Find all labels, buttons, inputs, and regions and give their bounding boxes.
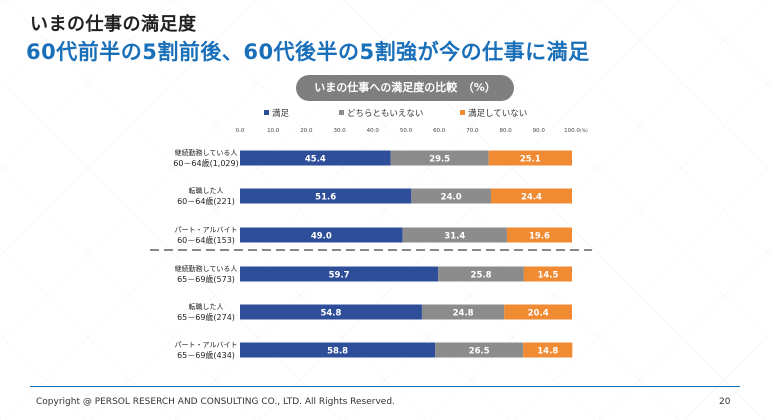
tick-label-8: 80.0 xyxy=(499,128,512,134)
data-label-2-1: 31.4 xyxy=(444,232,465,242)
data-label-4-2: 20.4 xyxy=(528,309,549,319)
tick-label-6: 60.0 xyxy=(433,128,446,134)
category-label-0-0: 継続勤務している人 xyxy=(175,148,238,157)
tick-label-7: 70.0 xyxy=(466,128,479,134)
bar-4-1 xyxy=(421,304,505,320)
legend-label-0: 満足 xyxy=(272,109,290,119)
legend-swatch-2 xyxy=(460,110,465,115)
data-label-3-1: 25.8 xyxy=(471,271,492,281)
chart-title-pill: いまの仕事への満足度の比較 （%） xyxy=(296,75,514,101)
data-label-2-0: 49.0 xyxy=(311,232,332,242)
bar-1-2 xyxy=(490,188,572,204)
category-label-2-1: 60－64歳(153) xyxy=(177,235,235,245)
category-label-5-1: 65－69歳(434) xyxy=(177,350,235,360)
footer-divider xyxy=(30,386,740,387)
bar-0-0 xyxy=(240,150,391,166)
data-label-4-0: 54.8 xyxy=(320,309,341,319)
category-label-3-0: 継続勤務している人 xyxy=(175,264,238,273)
bar-3-2 xyxy=(523,266,572,282)
data-label-1-0: 51.6 xyxy=(315,193,336,203)
tick-label-1: 10.0 xyxy=(267,128,280,134)
bar-4-2 xyxy=(504,304,572,320)
data-label-3-2: 14.5 xyxy=(537,271,558,281)
bar-5-2 xyxy=(523,342,573,358)
data-label-1-2: 24.4 xyxy=(521,193,542,203)
data-label-2-2: 19.6 xyxy=(529,232,550,242)
axis-unit-label: (%) xyxy=(580,128,588,134)
bar-4-0 xyxy=(240,304,422,320)
data-label-3-0: 59.7 xyxy=(329,271,350,281)
data-label-0-1: 29.5 xyxy=(429,155,450,165)
bar-1-0 xyxy=(240,188,412,204)
data-label-0-0: 45.4 xyxy=(305,155,326,165)
data-label-1-1: 24.0 xyxy=(441,193,462,203)
category-label-1-0: 転職した人 xyxy=(189,186,224,195)
data-label-5-1: 26.5 xyxy=(469,347,490,357)
category-label-3-1: 65－69歳(573) xyxy=(177,274,235,284)
page-subtitle: 60代前半の5割前後、60代後半の5割強が今の仕事に満足 xyxy=(26,40,590,64)
tick-label-3: 30.0 xyxy=(333,128,346,134)
tick-label-0: 0.0 xyxy=(236,128,245,134)
tick-label-2: 20.0 xyxy=(300,128,313,134)
tick-label-5: 50.0 xyxy=(400,128,413,134)
legend-swatch-1 xyxy=(339,110,344,115)
legend-label-1: どちらともいえない xyxy=(347,109,423,119)
category-label-1-1: 60－64歳(221) xyxy=(177,196,235,206)
bar-1-1 xyxy=(411,188,491,204)
data-label-5-2: 14.8 xyxy=(537,347,558,357)
legend-swatch-0 xyxy=(264,110,269,115)
category-label-5-0: パート・アルバイト xyxy=(175,341,238,349)
category-label-2-0: パート・アルバイト xyxy=(175,226,238,234)
tick-label-9: 90.0 xyxy=(533,128,546,134)
bar-3-1 xyxy=(438,266,524,282)
tick-label-10: 100.0 xyxy=(564,128,580,134)
bar-2-1 xyxy=(402,227,507,243)
bar-2-0 xyxy=(240,227,403,243)
data-label-0-2: 25.1 xyxy=(520,155,541,165)
legend-label-2: 満足していない xyxy=(468,109,527,119)
bar-3-0 xyxy=(240,266,439,282)
category-label-4-0: 転職した人 xyxy=(189,302,224,311)
bar-0-2 xyxy=(488,150,572,166)
data-label-4-1: 24.8 xyxy=(453,309,474,319)
tick-label-4: 40.0 xyxy=(367,128,380,134)
copyright-text: Copyright @ PERSOL RESERCH AND CONSULTIN… xyxy=(36,397,395,407)
data-label-5-0: 58.8 xyxy=(327,347,348,357)
bar-0-1 xyxy=(390,150,489,166)
page-number: 20 xyxy=(719,397,731,407)
bar-2-2 xyxy=(506,227,572,243)
bar-5-0 xyxy=(240,342,436,358)
category-label-0-1: 60－64歳(1,029) xyxy=(173,158,239,168)
category-label-4-1: 65－69歳(274) xyxy=(177,312,235,322)
stacked-bar-chart: 満足 どちらともいえない 満足していない 0.0 10.0 20.0 30.0 40.0 50.… xyxy=(150,109,592,360)
page-title: いまの仕事の満足度 xyxy=(30,14,197,35)
bar-5-1 xyxy=(435,342,524,358)
